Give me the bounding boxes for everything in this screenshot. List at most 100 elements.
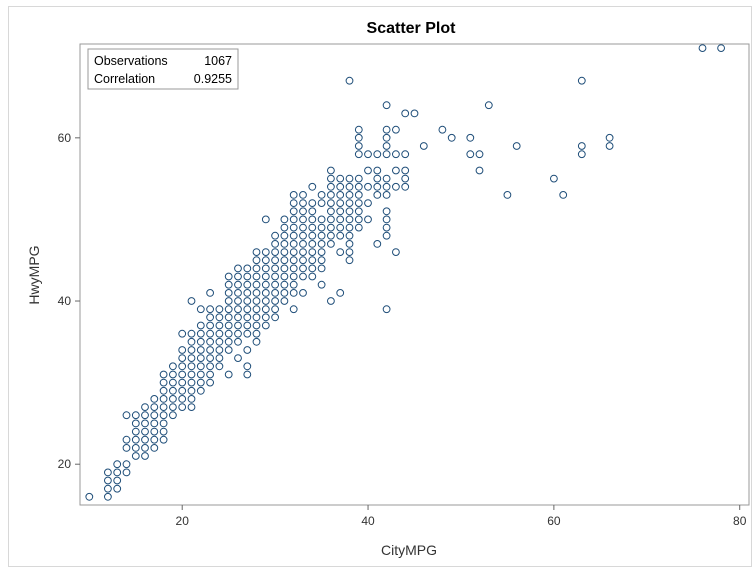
data-point [345, 231, 354, 240]
data-point [289, 272, 298, 281]
data-point [159, 370, 168, 379]
data-point [401, 150, 410, 159]
data-point [698, 44, 707, 52]
data-point [196, 329, 205, 338]
data-point [327, 207, 335, 216]
data-point [484, 101, 493, 110]
data-point [345, 207, 354, 216]
data-point [382, 174, 391, 183]
x-tick-label: 40 [361, 514, 375, 528]
data-point [327, 182, 335, 191]
data-point [345, 182, 354, 191]
data-point [271, 248, 280, 257]
data-point [224, 280, 233, 289]
data-point [364, 215, 372, 224]
data-point [196, 386, 205, 395]
data-point [215, 321, 224, 330]
data-point [299, 240, 307, 248]
data-point [345, 248, 354, 257]
data-point [224, 370, 233, 379]
data-point [336, 191, 345, 199]
data-point [150, 419, 159, 428]
data-point [224, 329, 233, 338]
data-point [299, 231, 307, 240]
data-point [178, 346, 187, 354]
data-point [289, 223, 298, 232]
data-point [354, 125, 363, 134]
data-point [252, 289, 261, 297]
data-point [466, 133, 475, 142]
data-point [299, 199, 307, 208]
data-point [261, 256, 270, 265]
data-point [243, 362, 252, 371]
data-point [317, 223, 326, 232]
data-point [289, 264, 298, 273]
data-point [243, 280, 252, 289]
data-point [299, 215, 307, 224]
data-point [206, 321, 215, 330]
data-point [327, 240, 335, 248]
chart-frame [8, 6, 752, 567]
data-point [150, 395, 159, 403]
data-point [206, 370, 215, 379]
data-point [280, 223, 289, 232]
data-point [150, 444, 159, 452]
data-point [187, 378, 196, 387]
data-point [206, 362, 215, 371]
data-point [392, 150, 400, 159]
data-point [131, 435, 140, 444]
data-point [364, 199, 372, 208]
data-point [187, 403, 196, 412]
data-point [243, 370, 252, 379]
data-point [280, 215, 289, 224]
data-point [336, 207, 345, 216]
data-point [317, 248, 326, 257]
data-point [317, 199, 326, 208]
data-point [122, 468, 131, 477]
data-point [271, 240, 280, 248]
data-point [150, 435, 159, 444]
plot-area [79, 43, 750, 506]
data-point [187, 346, 196, 354]
data-point [215, 313, 224, 322]
data-point [187, 386, 196, 395]
stats-inset-box [87, 48, 239, 90]
data-point [122, 411, 131, 420]
data-point [280, 231, 289, 240]
data-point [243, 272, 252, 281]
data-point [401, 109, 410, 118]
data-point [169, 386, 177, 395]
data-point [261, 305, 270, 314]
data-point [382, 207, 391, 216]
data-point [215, 362, 224, 371]
data-point [447, 133, 456, 142]
data-point [382, 182, 391, 191]
x-tick-label: 80 [733, 514, 747, 528]
data-point [317, 191, 326, 199]
data-point [336, 248, 345, 257]
data-point [141, 427, 149, 436]
data-point [327, 174, 335, 183]
data-point [113, 460, 122, 469]
data-point [364, 150, 372, 159]
data-point [243, 313, 252, 322]
data-point [169, 395, 177, 403]
data-point [289, 280, 298, 289]
data-point [559, 191, 568, 199]
data-point [308, 264, 317, 273]
data-point [289, 240, 298, 248]
y-tick-label: 40 [58, 294, 72, 308]
data-point [206, 329, 215, 338]
data-point [215, 354, 224, 363]
data-point [280, 248, 289, 257]
data-point [512, 142, 521, 150]
data-point [243, 289, 252, 297]
data-point [159, 403, 168, 412]
data-point [577, 76, 586, 85]
data-point [234, 272, 242, 281]
data-point [354, 174, 363, 183]
observations-value: 1067 [204, 54, 232, 68]
data-point [196, 378, 205, 387]
data-point [382, 125, 391, 134]
